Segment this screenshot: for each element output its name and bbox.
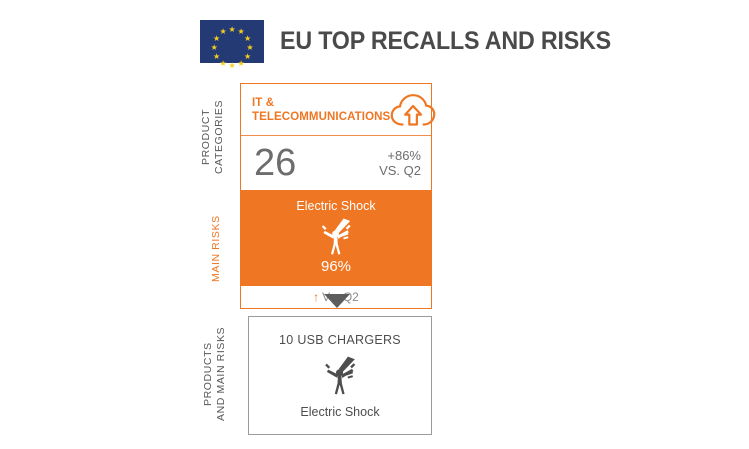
category-card: IT & TELECOMMUNICATIONS 26 +86% VS. Q2 E… bbox=[240, 83, 436, 309]
flag-star: ★ bbox=[210, 43, 218, 52]
axis-label-product-categories: PRODUCT CATEGORIES bbox=[200, 99, 225, 175]
main-risk-share: 96% bbox=[320, 258, 352, 275]
main-risk-name: Electric Shock bbox=[296, 199, 376, 213]
category-header-row: IT & TELECOMMUNICATIONS bbox=[241, 84, 436, 136]
down-arrow-icon bbox=[324, 294, 350, 308]
flag-star: ★ bbox=[237, 27, 245, 37]
cloud-upload-icon bbox=[391, 93, 436, 126]
product-title: 10 USB CHARGERS bbox=[279, 332, 401, 347]
flag-star: ★ bbox=[213, 34, 221, 43]
flag-star: ★ bbox=[219, 27, 227, 37]
recall-delta: +86% VS. Q2 bbox=[379, 148, 421, 178]
page-header: ★ ★ ★ ★ ★ ★ ★ ★ ★ ★ ★ ★ EU TOP RECALLS A… bbox=[200, 20, 636, 70]
main-risk-block: Electric Shock 96% bbox=[241, 190, 431, 286]
category-name: IT & TELECOMMUNICATIONS bbox=[252, 96, 391, 123]
flag-star: ★ bbox=[237, 58, 245, 68]
page-title: EU TOP RECALLS AND RISKS bbox=[280, 27, 611, 55]
flag-star: ★ bbox=[219, 58, 227, 68]
axis-label-main-risks: MAIN RISKS bbox=[210, 215, 222, 282]
flag-star: ★ bbox=[246, 43, 254, 52]
recall-count-row: 26 +86% VS. Q2 bbox=[241, 136, 431, 190]
eu-flag-icon: ★ ★ ★ ★ ★ ★ ★ ★ ★ ★ ★ ★ bbox=[200, 20, 264, 70]
flag-star: ★ bbox=[228, 61, 236, 70]
trend-up-arrow-icon: ↑ bbox=[313, 290, 320, 304]
flag-star: ★ bbox=[244, 34, 252, 43]
electric-shock-icon bbox=[321, 218, 351, 255]
electric-shock-icon-wrap bbox=[317, 355, 363, 397]
product-card: 10 USB CHARGERS Electric Shock bbox=[248, 316, 432, 435]
flag-star: ★ bbox=[228, 25, 236, 34]
flag-star: ★ bbox=[213, 52, 221, 61]
electric-shock-icon bbox=[325, 356, 356, 394]
product-risk-name: Electric Shock bbox=[300, 404, 380, 419]
recall-count: 26 bbox=[254, 142, 297, 184]
flag-star: ★ bbox=[244, 52, 252, 61]
electric-shock-icon-wrap bbox=[241, 217, 431, 257]
axis-label-products-and-main-risks: PRODUCTS AND MAIN RISKS bbox=[202, 326, 227, 422]
